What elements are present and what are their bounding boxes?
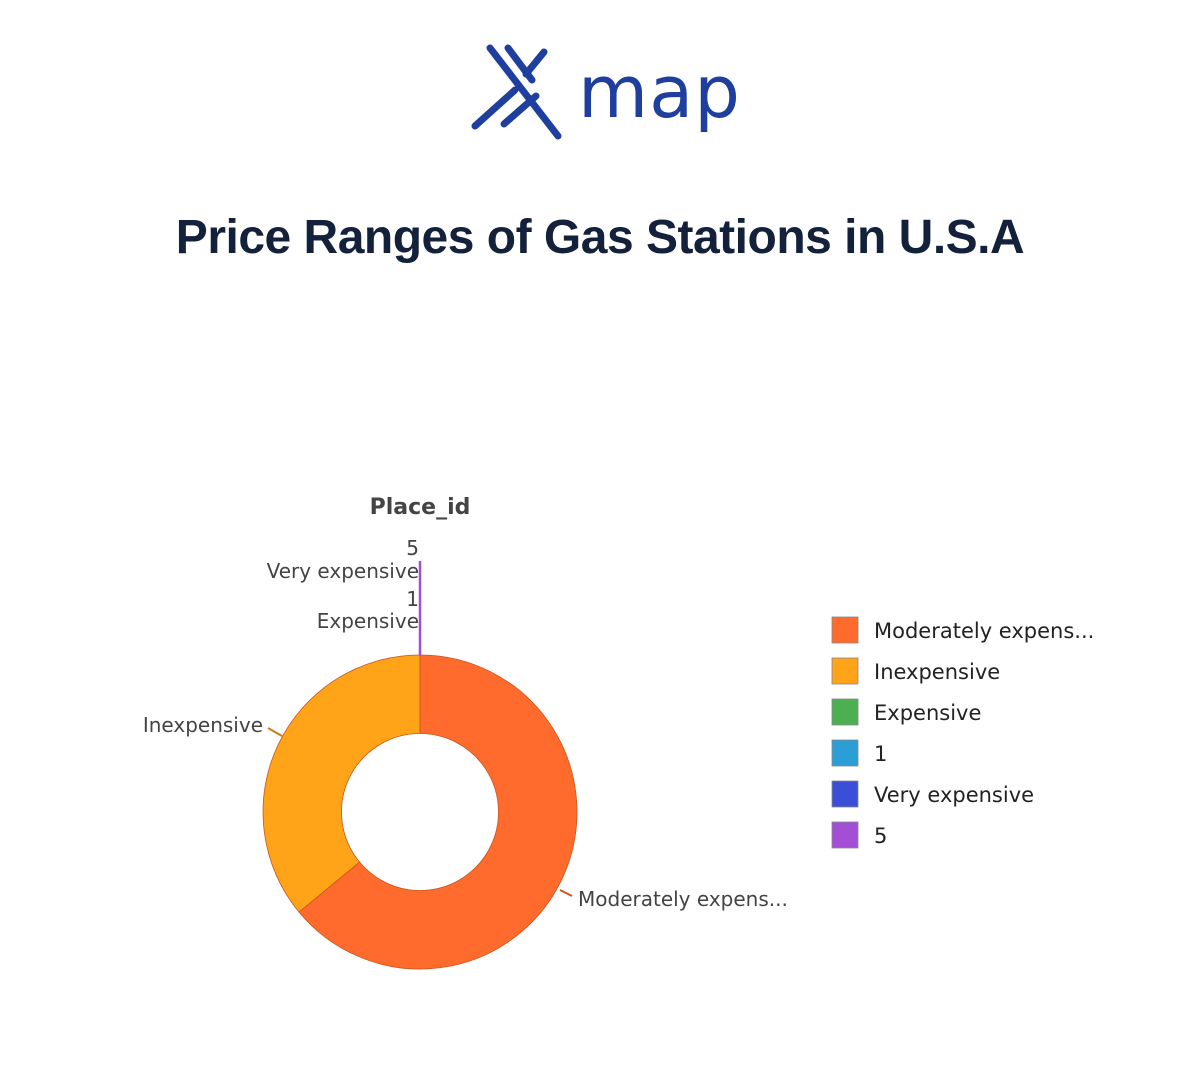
xmap-logo: map [470, 40, 740, 150]
slice-label: Very expensive [267, 559, 419, 583]
legend-label: Inexpensive [874, 660, 1000, 684]
legend[interactable]: Moderately expens... Inexpensive Expensive… [831, 616, 1094, 849]
legend-label: 5 [874, 824, 887, 848]
legend-item[interactable]: Moderately expens... [831, 616, 1094, 644]
donut-slice[interactable] [262, 654, 421, 913]
donut-slices [262, 654, 578, 970]
legend-item[interactable]: 5 [831, 821, 887, 849]
legend-swatch [831, 739, 859, 767]
legend-swatch [831, 657, 859, 685]
slice-label: 1 [406, 587, 419, 611]
slice-label-leader [559, 889, 573, 897]
slice-label: Inexpensive [143, 713, 263, 737]
legend-item[interactable]: Inexpensive [831, 657, 1000, 685]
slice-label: Moderately expens... [578, 887, 788, 911]
x-logo-icon [471, 44, 562, 140]
slice-label-leader [267, 727, 283, 737]
legend-swatch [831, 821, 859, 849]
chart-title: Place_id [370, 495, 471, 520]
legend-item[interactable]: Expensive [831, 698, 981, 726]
legend-swatch [831, 780, 859, 808]
donut-slice[interactable] [298, 654, 578, 970]
logo-wordmark: map [578, 50, 741, 134]
legend-label: Very expensive [874, 783, 1034, 807]
page-title: Price Ranges of Gas Stations in U.S.A [175, 211, 1025, 264]
legend-label: Moderately expens... [874, 619, 1094, 643]
donut-chart: Place_id Moderately expens... Inexpensive… [143, 495, 1094, 970]
legend-label: Expensive [874, 701, 981, 725]
legend-swatch [831, 616, 859, 644]
slice-label: Expensive [317, 609, 419, 633]
legend-item[interactable]: 1 [831, 739, 887, 767]
slice-label: 5 [406, 536, 419, 560]
slice-labels: Moderately expens... Inexpensive Expensive… [143, 536, 788, 911]
legend-item[interactable]: Very expensive [831, 780, 1034, 808]
legend-label: 1 [874, 742, 887, 766]
legend-swatch [831, 698, 859, 726]
